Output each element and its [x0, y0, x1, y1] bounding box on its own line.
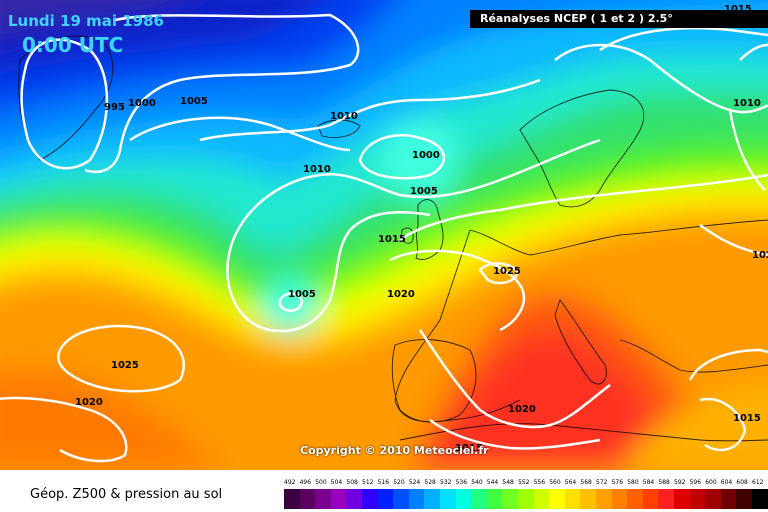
scale-swatch — [549, 489, 565, 509]
scale-tick-label: 548 — [502, 479, 514, 486]
scale-tick-label: 604 — [720, 479, 733, 486]
map-date: Lundi 19 mai 1986 — [8, 12, 164, 30]
scale-swatch — [658, 489, 674, 509]
source-header: Réanalyses NCEP ( 1 et 2 ) 2.5° — [470, 10, 768, 28]
scale-tick-label: 612 — [752, 479, 764, 486]
scale-swatch — [518, 489, 534, 509]
isobar-label: 1025 — [111, 360, 139, 371]
isobar-label: 1015 — [455, 443, 483, 454]
scale-swatch — [315, 489, 331, 509]
isobar-label: 1015 — [733, 413, 761, 424]
scale-tick-label: 580 — [627, 479, 639, 486]
scale-swatch — [471, 489, 487, 509]
scale-tick-label: 504 — [330, 479, 343, 486]
scale-swatch — [705, 489, 721, 509]
scale-tick-label: 572 — [596, 479, 608, 486]
scale-tick-label: 536 — [455, 479, 468, 486]
scale-swatch — [752, 489, 768, 509]
scale-tick-label: 492 — [284, 479, 296, 486]
isobar-label: 1015 — [724, 4, 752, 15]
scale-swatch — [596, 489, 612, 509]
scale-swatch — [440, 489, 456, 509]
scale-tick-label: 500 — [315, 479, 327, 486]
scale-tick-label: 544 — [486, 479, 499, 486]
legend-title: Géop. Z500 & pression au sol — [30, 487, 223, 502]
scale-swatch — [377, 489, 394, 509]
scale-tick-label: 584 — [642, 479, 655, 486]
scale-tick-label: 540 — [471, 479, 483, 486]
scale-tick-label: 528 — [424, 479, 436, 486]
isobar-label: 1000 — [128, 98, 156, 109]
scale-tick-label: 600 — [705, 479, 717, 486]
scale-swatch — [408, 489, 425, 509]
isobars — [0, 13, 768, 463]
scale-swatch — [533, 489, 550, 509]
scale-swatch — [611, 489, 628, 509]
scale-tick-label: 576 — [611, 479, 624, 486]
isobar-label: 1005 — [180, 96, 208, 107]
scale-tick-label: 520 — [393, 479, 405, 486]
weather-map: 995 1000 1005 1010 1010 1000 1005 1015 1… — [0, 0, 768, 470]
scale-tick-label: 532 — [440, 479, 452, 486]
scale-swatch — [284, 489, 300, 509]
isobar-label: 1005 — [410, 186, 438, 197]
scale-tick-label: 516 — [377, 479, 390, 486]
scale-swatch — [736, 489, 752, 509]
scale-tick-label: 556 — [533, 479, 546, 486]
scale-swatch — [486, 489, 503, 509]
scale-swatch — [674, 489, 690, 509]
scale-swatch — [455, 489, 472, 509]
scale-tick-label: 564 — [564, 479, 577, 486]
map-time: 0:00 UTC — [22, 33, 124, 57]
scale-swatch — [346, 489, 362, 509]
scale-swatch — [564, 489, 581, 509]
scale-swatch — [299, 489, 316, 509]
copyright-notice: Copyright © 2010 Meteociel.fr — [300, 444, 489, 457]
isobar-labels: 995 1000 1005 1010 1010 1000 1005 1015 1… — [75, 4, 768, 454]
scale-swatch — [642, 489, 659, 509]
isobar-label: 1000 — [412, 150, 440, 161]
scale-tick-label: 568 — [580, 479, 592, 486]
scale-swatch — [330, 489, 347, 509]
isobar-label: 1020 — [387, 289, 415, 300]
scale-tick-label: 552 — [518, 479, 530, 486]
scale-tick-label: 496 — [299, 479, 312, 486]
scale-swatch — [502, 489, 518, 509]
isobar-label: 1010 — [330, 111, 358, 122]
isobar-label: 1020 — [508, 404, 536, 415]
isobar-label: 1020 — [75, 397, 103, 408]
isobar-label: 995 — [104, 102, 125, 113]
scale-tick-label: 512 — [362, 479, 374, 486]
isobar-label: 1015 — [378, 234, 406, 245]
geopotential-field — [0, 0, 768, 470]
isobar-label: 1010 — [303, 164, 331, 175]
scale-tick-label: 508 — [346, 479, 358, 486]
coastlines — [18, 35, 768, 442]
scale-swatch — [424, 489, 440, 509]
isobar-label: 102 — [752, 250, 768, 261]
scale-tick-label: 560 — [549, 479, 561, 486]
scale-swatch — [362, 489, 378, 509]
scale-swatch — [720, 489, 737, 509]
scale-swatch — [627, 489, 643, 509]
scale-swatch — [689, 489, 706, 509]
scale-swatch — [580, 489, 596, 509]
scale-tick-label: 596 — [689, 479, 702, 486]
scale-tick-label: 592 — [674, 479, 686, 486]
isobar-label: 1005 — [288, 289, 316, 300]
scale-swatch — [393, 489, 409, 509]
isobar-label: 1010 — [733, 98, 761, 109]
isobar-label: 1025 — [493, 266, 521, 277]
scale-tick-label: 524 — [408, 479, 421, 486]
scale-tick-label: 588 — [658, 479, 670, 486]
scale-tick-label: 608 — [736, 479, 748, 486]
